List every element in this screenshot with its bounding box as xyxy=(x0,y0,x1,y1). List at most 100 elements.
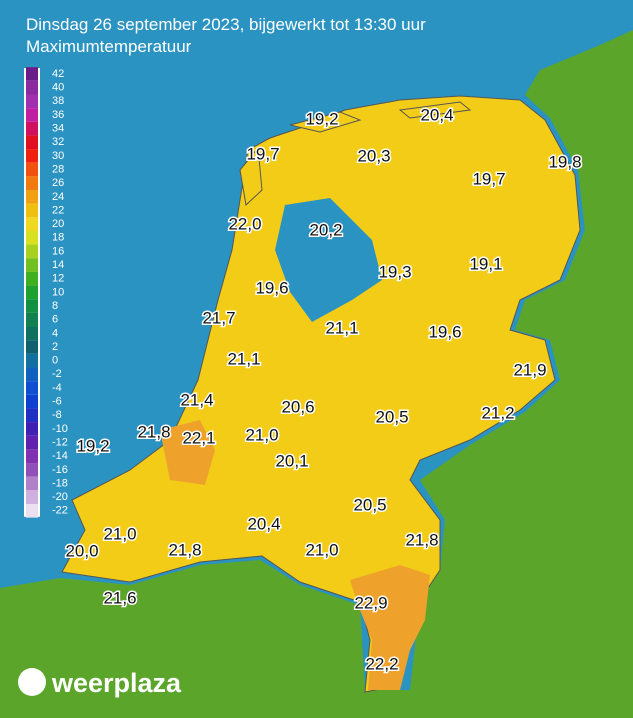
station-temperature: 19,1 xyxy=(469,254,502,273)
station-temperature: 20,4 xyxy=(420,105,453,124)
station-temperature: 22,1 xyxy=(182,428,215,447)
station-temperature: 20,0 xyxy=(65,541,98,560)
legend: 424038363432302826242220181614121086420-… xyxy=(24,67,68,518)
legend-label: 2 xyxy=(52,341,58,353)
legend-label: 4 xyxy=(52,327,58,339)
legend-swatch xyxy=(26,121,38,136)
legend-label: 26 xyxy=(52,177,64,189)
logo: weerplaza xyxy=(51,668,182,698)
legend-label: 32 xyxy=(52,136,64,148)
station-temperature: 21,0 xyxy=(245,425,278,444)
legend-label: -18 xyxy=(52,477,68,489)
legend-swatch xyxy=(26,190,38,204)
station-temperature: 21,9 xyxy=(513,360,546,379)
station-temperature: 19,2 xyxy=(305,109,338,128)
legend-swatch xyxy=(26,80,38,95)
legend-swatch xyxy=(26,176,38,191)
legend-swatch xyxy=(26,271,38,286)
legend-label: -16 xyxy=(52,464,68,476)
legend-label: 42 xyxy=(52,68,64,80)
station-temperature: 20,5 xyxy=(375,407,408,426)
legend-label: -8 xyxy=(52,409,62,421)
legend-label: -2 xyxy=(52,368,62,380)
station-temperature: 21,1 xyxy=(227,349,260,368)
logo-icon xyxy=(18,668,46,696)
station-temperature: 22,9 xyxy=(354,593,387,612)
station-temperature: 20,5 xyxy=(353,495,386,514)
station-temperature: 21,4 xyxy=(180,390,213,409)
legend-label: 14 xyxy=(52,259,64,271)
legend-swatch xyxy=(26,353,38,368)
island xyxy=(239,146,263,207)
legend-swatch xyxy=(26,476,38,491)
station-temperature: 21,2 xyxy=(481,403,514,422)
legend-label: 20 xyxy=(52,218,64,230)
legend-swatch xyxy=(26,408,38,423)
station-temperature: 19,7 xyxy=(472,169,505,188)
land xyxy=(0,30,633,718)
station-temperature: 19,7 xyxy=(246,144,279,163)
station-temperature: 19,8 xyxy=(548,152,581,171)
legend-label: 40 xyxy=(52,82,64,94)
legend-swatch xyxy=(26,435,38,450)
station-temperature: 19,6 xyxy=(428,322,461,341)
station-temperature: 19,6 xyxy=(255,278,288,297)
legend-swatch xyxy=(26,312,38,327)
legend-label: 6 xyxy=(52,314,58,326)
station-temperature: 21,8 xyxy=(137,422,170,441)
warm-area xyxy=(160,420,215,485)
legend-label: 10 xyxy=(52,286,64,298)
legend-label: -14 xyxy=(52,450,68,462)
legend-swatch xyxy=(26,94,38,109)
legend-swatch xyxy=(26,244,38,259)
legend-swatch xyxy=(26,230,38,245)
legend-swatch xyxy=(26,162,38,177)
station-temperature: 20,6 xyxy=(281,397,314,416)
station-temperature: 20,3 xyxy=(357,146,390,165)
station-temperature: 22,0 xyxy=(228,214,261,233)
island xyxy=(398,101,472,119)
station-temperature: 20,4 xyxy=(247,514,280,533)
station-temperature: 21,0 xyxy=(103,524,136,543)
station-temperature: 19,2 xyxy=(76,436,109,455)
legend-label: 12 xyxy=(52,273,64,285)
legend-swatch xyxy=(26,285,38,300)
legend-label: 28 xyxy=(52,163,64,175)
legend-swatch xyxy=(26,326,38,341)
legend-swatch xyxy=(26,503,38,518)
station-temperature: 21,8 xyxy=(405,530,438,549)
legend-swatch xyxy=(26,340,38,354)
legend-label: 34 xyxy=(52,123,64,135)
station-temperature: 20,2 xyxy=(309,220,342,239)
legend-label: 30 xyxy=(52,150,64,162)
legend-label: -10 xyxy=(52,423,68,435)
subtitle: Maximumtemperatuur xyxy=(26,37,192,56)
netherlands xyxy=(61,95,581,693)
legend-label: -12 xyxy=(52,436,68,448)
legend-label: 16 xyxy=(52,245,64,257)
legend-label: -4 xyxy=(52,382,62,394)
legend-swatch xyxy=(26,149,38,163)
legend-swatch xyxy=(26,367,38,382)
legend-swatch xyxy=(26,67,38,81)
station-temperature: 21,7 xyxy=(202,308,235,327)
legend-label: -22 xyxy=(52,505,68,517)
legend-label: -20 xyxy=(52,491,68,503)
station-temperature: 21,0 xyxy=(305,540,338,559)
legend-label: 22 xyxy=(52,204,64,216)
legend-label: 0 xyxy=(52,355,58,367)
station-temperature: 20,1 xyxy=(275,451,308,470)
legend-swatch xyxy=(26,299,38,313)
warm-area xyxy=(350,565,430,690)
legend-swatch xyxy=(26,258,38,272)
legend-label: 8 xyxy=(52,300,58,312)
station-temperature: 21,1 xyxy=(325,318,358,337)
legend-label: -6 xyxy=(52,396,62,408)
legend-swatch xyxy=(26,449,38,464)
legend-swatch xyxy=(26,394,38,409)
legend-swatch xyxy=(26,108,38,122)
station-temperature: 22,2 xyxy=(365,654,398,673)
legend-swatch xyxy=(26,490,38,504)
legend-label: 24 xyxy=(52,191,64,203)
